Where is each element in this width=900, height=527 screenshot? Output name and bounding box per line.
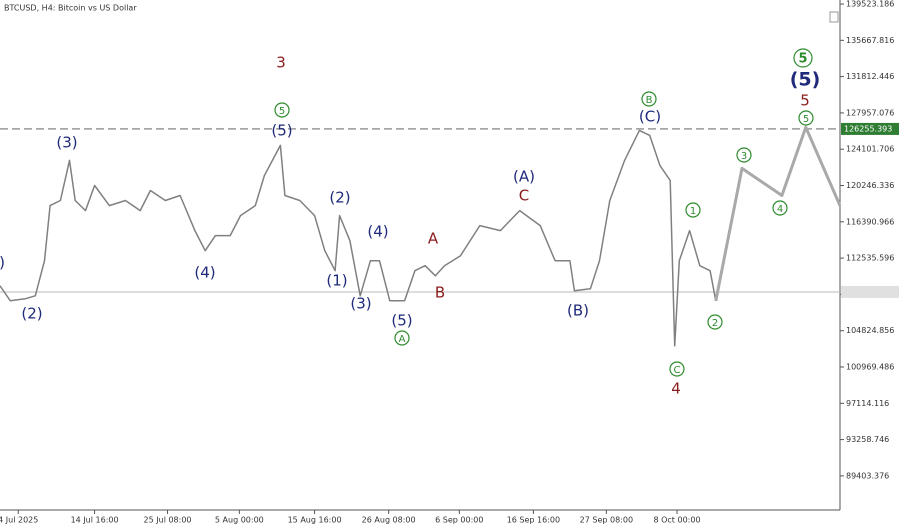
wave-circle xyxy=(736,147,752,163)
y-tick-label: 93258.746 xyxy=(846,435,889,444)
x-tick-label: 8 Oct 00:00 xyxy=(653,516,700,525)
wave-label: ) xyxy=(0,254,5,272)
wave-label: (A) xyxy=(513,168,535,186)
wave-label: 1 xyxy=(690,206,696,217)
price-line xyxy=(714,125,842,302)
y-tick-label: 112535.596 xyxy=(846,254,894,263)
wave-label: (5) xyxy=(271,122,292,140)
x-tick-label: 5 Aug 00:00 xyxy=(215,516,264,525)
wave-label: 5 xyxy=(800,92,810,110)
wave-label: (4) xyxy=(367,223,388,241)
wave-label: A xyxy=(428,230,439,248)
wave-label: C xyxy=(519,187,529,205)
wave-circle xyxy=(274,102,290,118)
wave-label: 5 xyxy=(798,52,807,67)
y-tick-label: 100969.486 xyxy=(846,362,894,371)
x-tick-label: 6 Sep 00:00 xyxy=(435,516,483,525)
wave-label: (5) xyxy=(790,69,821,91)
wave-circle xyxy=(793,48,813,68)
wave-label: 5 xyxy=(279,106,285,117)
wave-label: B xyxy=(646,95,653,106)
y-tick-label: 120246.336 xyxy=(846,181,894,190)
wave-label: 3 xyxy=(741,151,747,162)
wave-label: (4) xyxy=(194,264,215,282)
wave-label: 2 xyxy=(712,318,718,329)
price-label-box xyxy=(841,285,899,298)
x-tick-label: 25 Jul 08:00 xyxy=(144,516,192,525)
wave-label: (B) xyxy=(567,302,589,320)
price-label-box xyxy=(841,122,899,135)
wave-label: B xyxy=(435,284,445,302)
wave-label: C xyxy=(674,365,681,376)
chart-title: BTCUSD, H4: Bitcoin vs US Dollar xyxy=(4,4,137,13)
wave-circle xyxy=(641,91,657,107)
y-tick-label: 104824.856 xyxy=(846,326,894,335)
wave-label: 5 xyxy=(803,114,809,125)
x-tick-label: 27 Sep 08:00 xyxy=(580,516,633,525)
x-tick-label: 16 Sep 16:00 xyxy=(507,516,560,525)
wave-label: (5) xyxy=(391,312,412,330)
wave-label: 3 xyxy=(276,54,286,72)
wave-circle xyxy=(685,202,701,218)
x-tick-label: 15 Aug 16:00 xyxy=(288,516,342,525)
price-line xyxy=(0,129,717,347)
wave-circle xyxy=(772,200,788,216)
y-tick-label: 97114.116 xyxy=(846,399,889,408)
wave-label: (2) xyxy=(21,305,42,323)
wave-label: 4 xyxy=(777,204,783,215)
y-tick-label: 127957.076 xyxy=(846,108,894,117)
wave-label: (C) xyxy=(639,108,661,126)
wave-circle xyxy=(669,361,685,377)
wave-label: (3) xyxy=(350,295,371,313)
wave-circle xyxy=(707,314,723,330)
price-label: 126255.393 xyxy=(844,124,892,133)
wave-label: (3) xyxy=(56,134,77,152)
wave-label: A xyxy=(399,334,406,345)
wave-label: (2) xyxy=(329,189,350,207)
y-tick-label: 116390.966 xyxy=(846,217,894,226)
y-tick-label: 131812.446 xyxy=(846,72,894,81)
x-tick-label: 4 Jul 2025 xyxy=(0,516,38,525)
y-tick-label: 135667.816 xyxy=(846,36,894,45)
y-tick-label: 124101.706 xyxy=(846,145,894,154)
wave-label: 4 xyxy=(671,380,681,398)
wave-circle xyxy=(798,110,814,126)
icon xyxy=(829,11,839,23)
x-tick-label: 14 Jul 16:00 xyxy=(71,516,119,525)
wave-circle xyxy=(394,330,410,346)
x-tick-label: 26 Aug 08:00 xyxy=(362,516,416,525)
y-tick-label: 139523.186 xyxy=(846,0,894,9)
wave-label: (1) xyxy=(326,272,347,290)
y-tick-label: 89403.376 xyxy=(846,471,889,480)
